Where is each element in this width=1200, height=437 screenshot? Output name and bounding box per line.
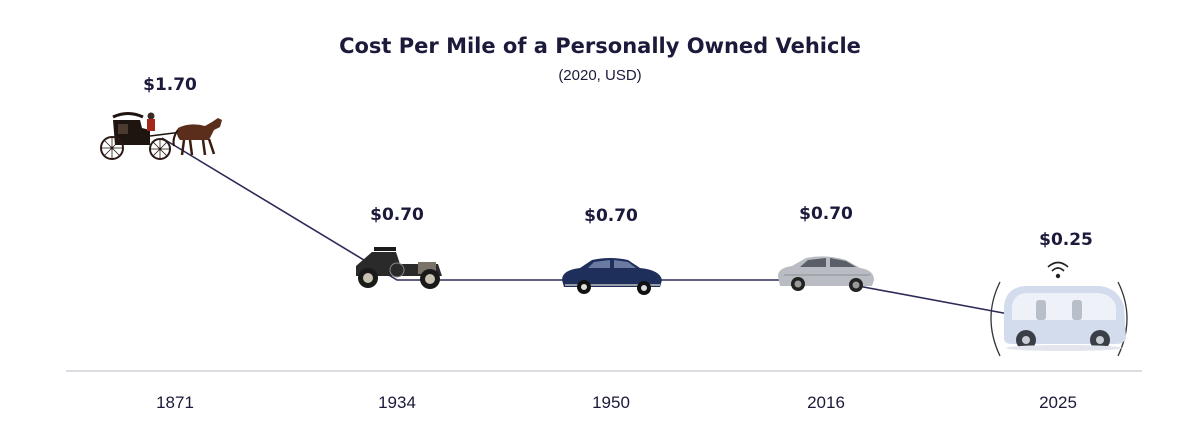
data-label: $0.25 xyxy=(1039,230,1093,250)
marks-group xyxy=(100,112,1128,357)
chart-title: Cost Per Mile of a Personally Owned Vehi… xyxy=(339,34,861,58)
data-label: $0.70 xyxy=(370,205,424,225)
x-tick-label: 1871 xyxy=(156,393,194,412)
x-tick-label: 1950 xyxy=(592,393,630,412)
horse-carriage-icon xyxy=(100,112,222,160)
data-label: $0.70 xyxy=(799,204,853,224)
vintage-car-icon xyxy=(356,247,442,289)
modern-sedan-icon xyxy=(778,256,874,292)
x-tick-label: 2016 xyxy=(807,393,845,412)
labels-group: $1.70 $0.70 $0.70 $0.70 $0.25 1871 1934 1950 201… xyxy=(143,75,1093,412)
data-label: $0.70 xyxy=(584,206,638,226)
x-tick-label: 2025 xyxy=(1039,393,1077,412)
autonomous-vehicle-icon xyxy=(990,261,1128,357)
1950s-sedan-icon xyxy=(562,258,662,295)
x-tick-label: 1934 xyxy=(378,393,416,412)
chart-subtitle: (2020, USD) xyxy=(558,67,641,84)
data-label: $1.70 xyxy=(143,75,197,95)
